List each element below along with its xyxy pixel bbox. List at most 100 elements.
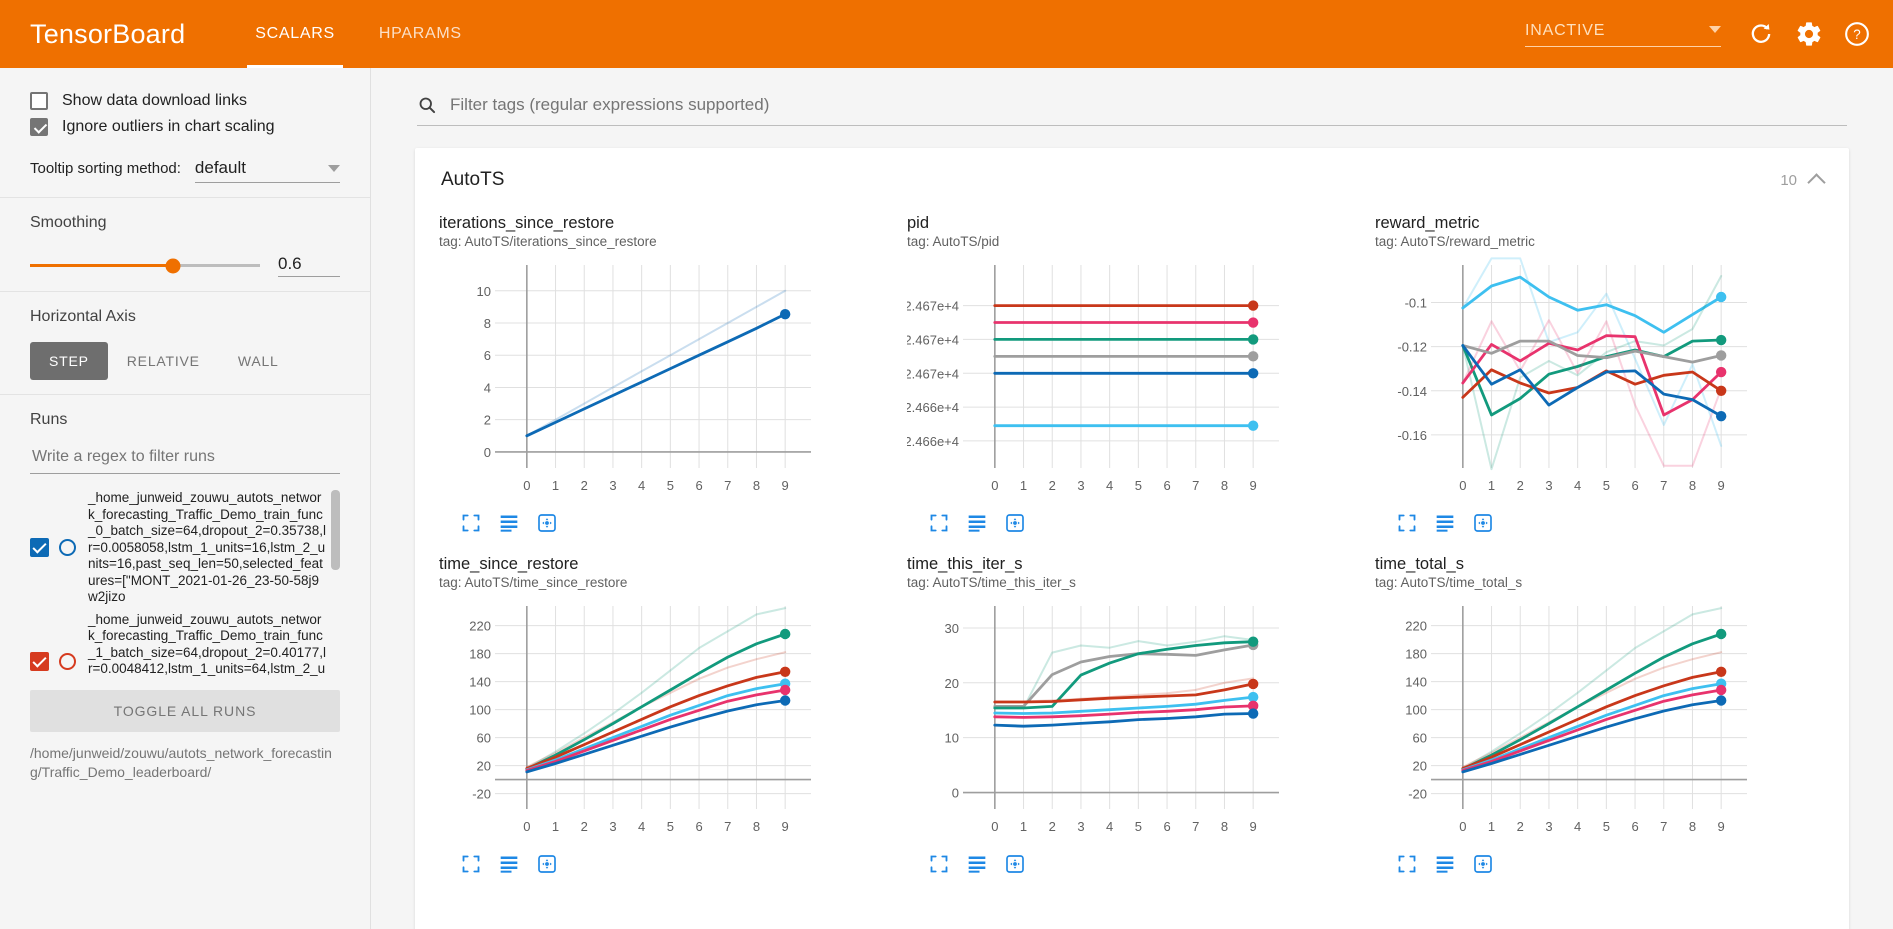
card-header[interactable]: AutoTS 10 (415, 148, 1849, 203)
chart-endpoint-marker (1247, 300, 1259, 311)
reset-zoom-icon[interactable] (1473, 854, 1493, 879)
chart-series-dark-blue-smoothed (1461, 699, 1723, 774)
app-header: TensorBoard SCALARS HPARAMS INACTIVE ? (0, 0, 1893, 68)
smoothing-slider[interactable] (30, 258, 260, 273)
checkbox-ignore-outliers[interactable]: Ignore outliers in chart scaling (30, 118, 340, 136)
run-checkbox[interactable] (30, 651, 49, 671)
chart-series-gray-smoothed (1461, 339, 1723, 364)
axis-option-wall[interactable]: WALL (237, 353, 279, 369)
svg-text:0: 0 (991, 819, 998, 834)
svg-text:2.466e+4: 2.466e+4 (907, 434, 959, 449)
chart-endpoint-marker (1715, 366, 1727, 378)
svg-text:100: 100 (1405, 703, 1427, 718)
svg-text:4: 4 (638, 819, 645, 834)
svg-text:2: 2 (1517, 478, 1524, 493)
svg-text:2.467e+4: 2.467e+4 (907, 332, 959, 347)
chart-tag: tag: AutoTS/reward_metric (1375, 234, 1535, 249)
reset-zoom-icon[interactable] (1473, 513, 1493, 538)
chart-series-dark-red-smoothed (1461, 670, 1723, 770)
svg-text:140: 140 (1405, 675, 1427, 690)
tab-hparams[interactable]: HPARAMS (378, 25, 462, 42)
run-color-swatch[interactable] (59, 539, 76, 557)
tag-filter-input[interactable] (448, 94, 1847, 116)
chart-series-teal-raw (1461, 607, 1723, 770)
chart-series-light-blue-smoothed (1461, 682, 1723, 772)
smoothing-value[interactable]: 0.6 (278, 254, 340, 277)
runs-filter-input[interactable] (30, 447, 340, 474)
sidebar: Show data download links Ignore outliers… (0, 68, 371, 929)
reset-zoom-icon[interactable] (1005, 513, 1025, 538)
chart-endpoint-marker (1247, 691, 1259, 703)
chart-plot[interactable]: -20 20 60 100 140 180 220 0 1 2 3 4 5 6 7 8 9 (439, 596, 829, 851)
chart-endpoint-marker (1247, 678, 1259, 690)
run-list-scrollbar[interactable] (331, 490, 340, 570)
svg-text:6: 6 (484, 348, 491, 363)
svg-text:1: 1 (552, 478, 559, 493)
svg-text:10: 10 (477, 284, 491, 299)
svg-text:4: 4 (484, 380, 491, 395)
data-series-icon[interactable] (499, 854, 519, 879)
help-icon[interactable]: ? (1843, 20, 1871, 48)
expand-icon[interactable] (1397, 513, 1417, 538)
chevron-up-icon[interactable] (1807, 173, 1826, 192)
expand-icon[interactable] (1397, 854, 1417, 879)
data-series-icon[interactable] (967, 854, 987, 879)
svg-text:4: 4 (1574, 819, 1581, 834)
svg-text:140: 140 (469, 675, 491, 690)
svg-text:4: 4 (1106, 819, 1113, 834)
reset-zoom-icon[interactable] (537, 513, 557, 538)
svg-text:3: 3 (1077, 478, 1084, 493)
svg-text:7: 7 (1660, 478, 1667, 493)
chart-endpoint-marker (1715, 350, 1727, 361)
run-checkbox[interactable] (30, 538, 49, 558)
run-color-swatch[interactable] (59, 652, 76, 670)
chart-plot[interactable]: 0 10 20 30 0 1 2 3 4 5 6 7 8 9 (907, 596, 1297, 851)
svg-text:6: 6 (1631, 819, 1638, 834)
slider-handle[interactable] (165, 258, 181, 273)
toggle-all-runs-button[interactable]: TOGGLE ALL RUNS (30, 690, 340, 732)
checkbox-label: Ignore outliers in chart scaling (62, 118, 275, 135)
axis-option-relative[interactable]: RELATIVE (126, 353, 200, 369)
reset-zoom-icon[interactable] (537, 854, 557, 879)
svg-text:-0.14: -0.14 (1397, 384, 1427, 399)
gear-icon[interactable] (1795, 20, 1823, 48)
expand-icon[interactable] (461, 854, 481, 879)
chart-grid: iterations_since_restore tag: AutoTS/iter… (415, 203, 1849, 879)
chart-series-teal-smoothed (525, 632, 787, 771)
expand-icon[interactable] (929, 513, 949, 538)
svg-text:2: 2 (484, 413, 491, 428)
tab-scalars[interactable]: SCALARS (233, 0, 357, 68)
reload-mode-value: INACTIVE (1525, 21, 1606, 39)
expand-icon[interactable] (461, 513, 481, 538)
svg-text:8: 8 (484, 316, 491, 331)
svg-text:180: 180 (1405, 647, 1427, 662)
reload-mode-select[interactable]: INACTIVE (1525, 22, 1721, 47)
data-series-icon[interactable] (967, 513, 987, 538)
data-series-icon[interactable] (499, 513, 519, 538)
chart-plot[interactable]: 2.467e+4 2.467e+4 2.467e+4 2.466e+4 2.466e+4… (907, 255, 1297, 510)
chart-series-run-0-smoothed (525, 312, 787, 438)
checkbox-icon-unchecked[interactable] (30, 92, 48, 110)
refresh-icon[interactable] (1747, 20, 1775, 48)
svg-text:9: 9 (1718, 478, 1725, 493)
svg-text:220: 220 (469, 619, 491, 634)
chart-plot[interactable]: -0.1 -0.12 -0.14 -0.16 0 1 2 3 4 5 6 7 8 9 (1375, 255, 1765, 510)
run-list-item[interactable]: _home_junweid_zouwu_autots_network_forec… (30, 490, 326, 606)
expand-icon[interactable] (929, 854, 949, 879)
data-series-icon[interactable] (1435, 513, 1455, 538)
svg-text:8: 8 (1221, 478, 1228, 493)
svg-text:8: 8 (1221, 819, 1228, 834)
run-list-item[interactable]: _home_junweid_zouwu_autots_network_forec… (30, 612, 326, 680)
chart-endpoint-marker (1715, 666, 1727, 677)
data-series-icon[interactable] (1435, 854, 1455, 879)
reset-zoom-icon[interactable] (1005, 854, 1025, 879)
chart-plot[interactable]: -20 20 60 100 140 180 220 0 1 2 3 4 5 6 7 8 9 (1375, 596, 1765, 851)
axis-option-step[interactable]: STEP (30, 342, 108, 380)
svg-text:1: 1 (552, 819, 559, 834)
tooltip-sorting-select[interactable]: default (194, 158, 340, 183)
checkbox-show-data-download-links[interactable]: Show data download links (30, 92, 340, 110)
chart-plot[interactable]: 0 2 4 6 8 10 0 1 2 3 4 5 6 7 8 9 (439, 255, 829, 510)
checkbox-icon-checked[interactable] (30, 118, 48, 136)
chart-series-pink-smoothed (525, 688, 787, 772)
svg-text:2: 2 (581, 478, 588, 493)
